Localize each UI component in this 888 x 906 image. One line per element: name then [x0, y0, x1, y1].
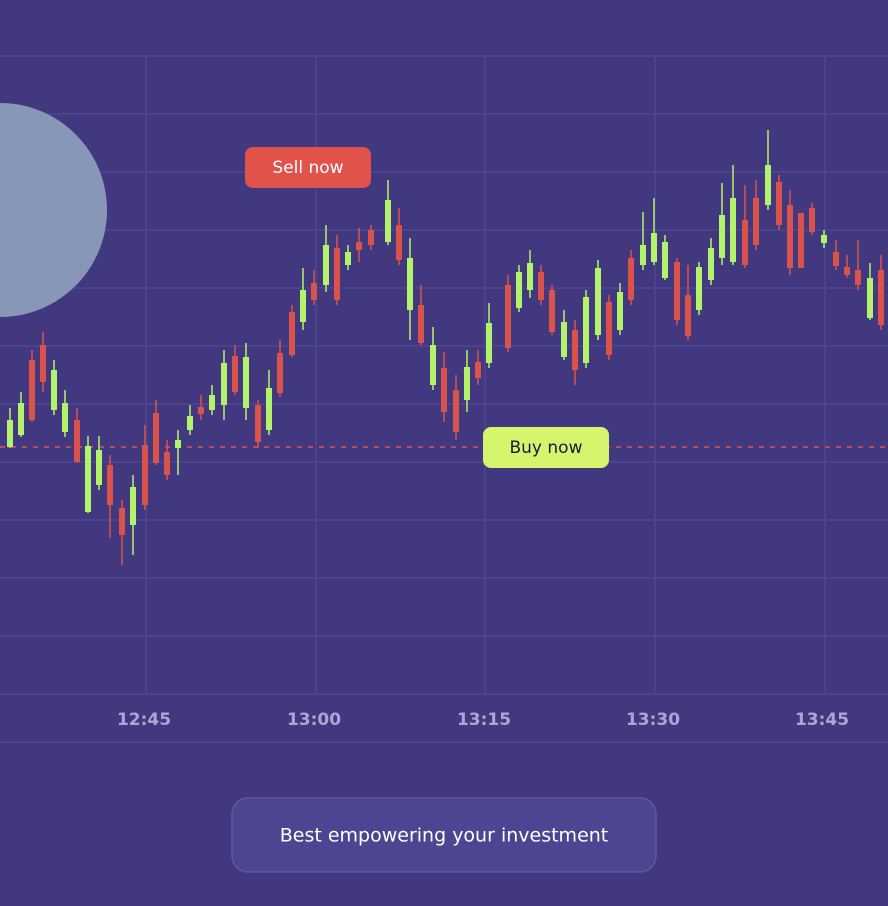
sell-button-bg[interactable] — [245, 147, 371, 188]
sell-button-label[interactable]: Sell now — [272, 158, 343, 178]
grid — [0, 55, 888, 743]
buy-button-label[interactable]: Buy now — [510, 438, 583, 458]
decorative-circle — [0, 103, 107, 317]
buy-button[interactable]: Buy now — [483, 427, 609, 468]
buy-button-bg[interactable] — [483, 427, 609, 468]
time-label: 13:00 — [287, 710, 341, 730]
time-label: 13:15 — [457, 710, 511, 730]
candle-bodies — [7, 165, 873, 525]
candle-bodies — [29, 182, 884, 535]
tagline: Best empowering your investment — [280, 825, 609, 847]
time-label: 13:30 — [626, 710, 680, 730]
time-label: 12:45 — [117, 710, 171, 730]
tagline-box — [231, 797, 657, 873]
sell-button[interactable]: Sell now — [245, 147, 371, 188]
time-label: 13:45 — [795, 710, 849, 730]
